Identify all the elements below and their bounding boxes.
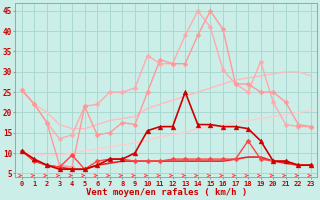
X-axis label: Vent moyen/en rafales ( km/h ): Vent moyen/en rafales ( km/h ) (86, 188, 247, 197)
